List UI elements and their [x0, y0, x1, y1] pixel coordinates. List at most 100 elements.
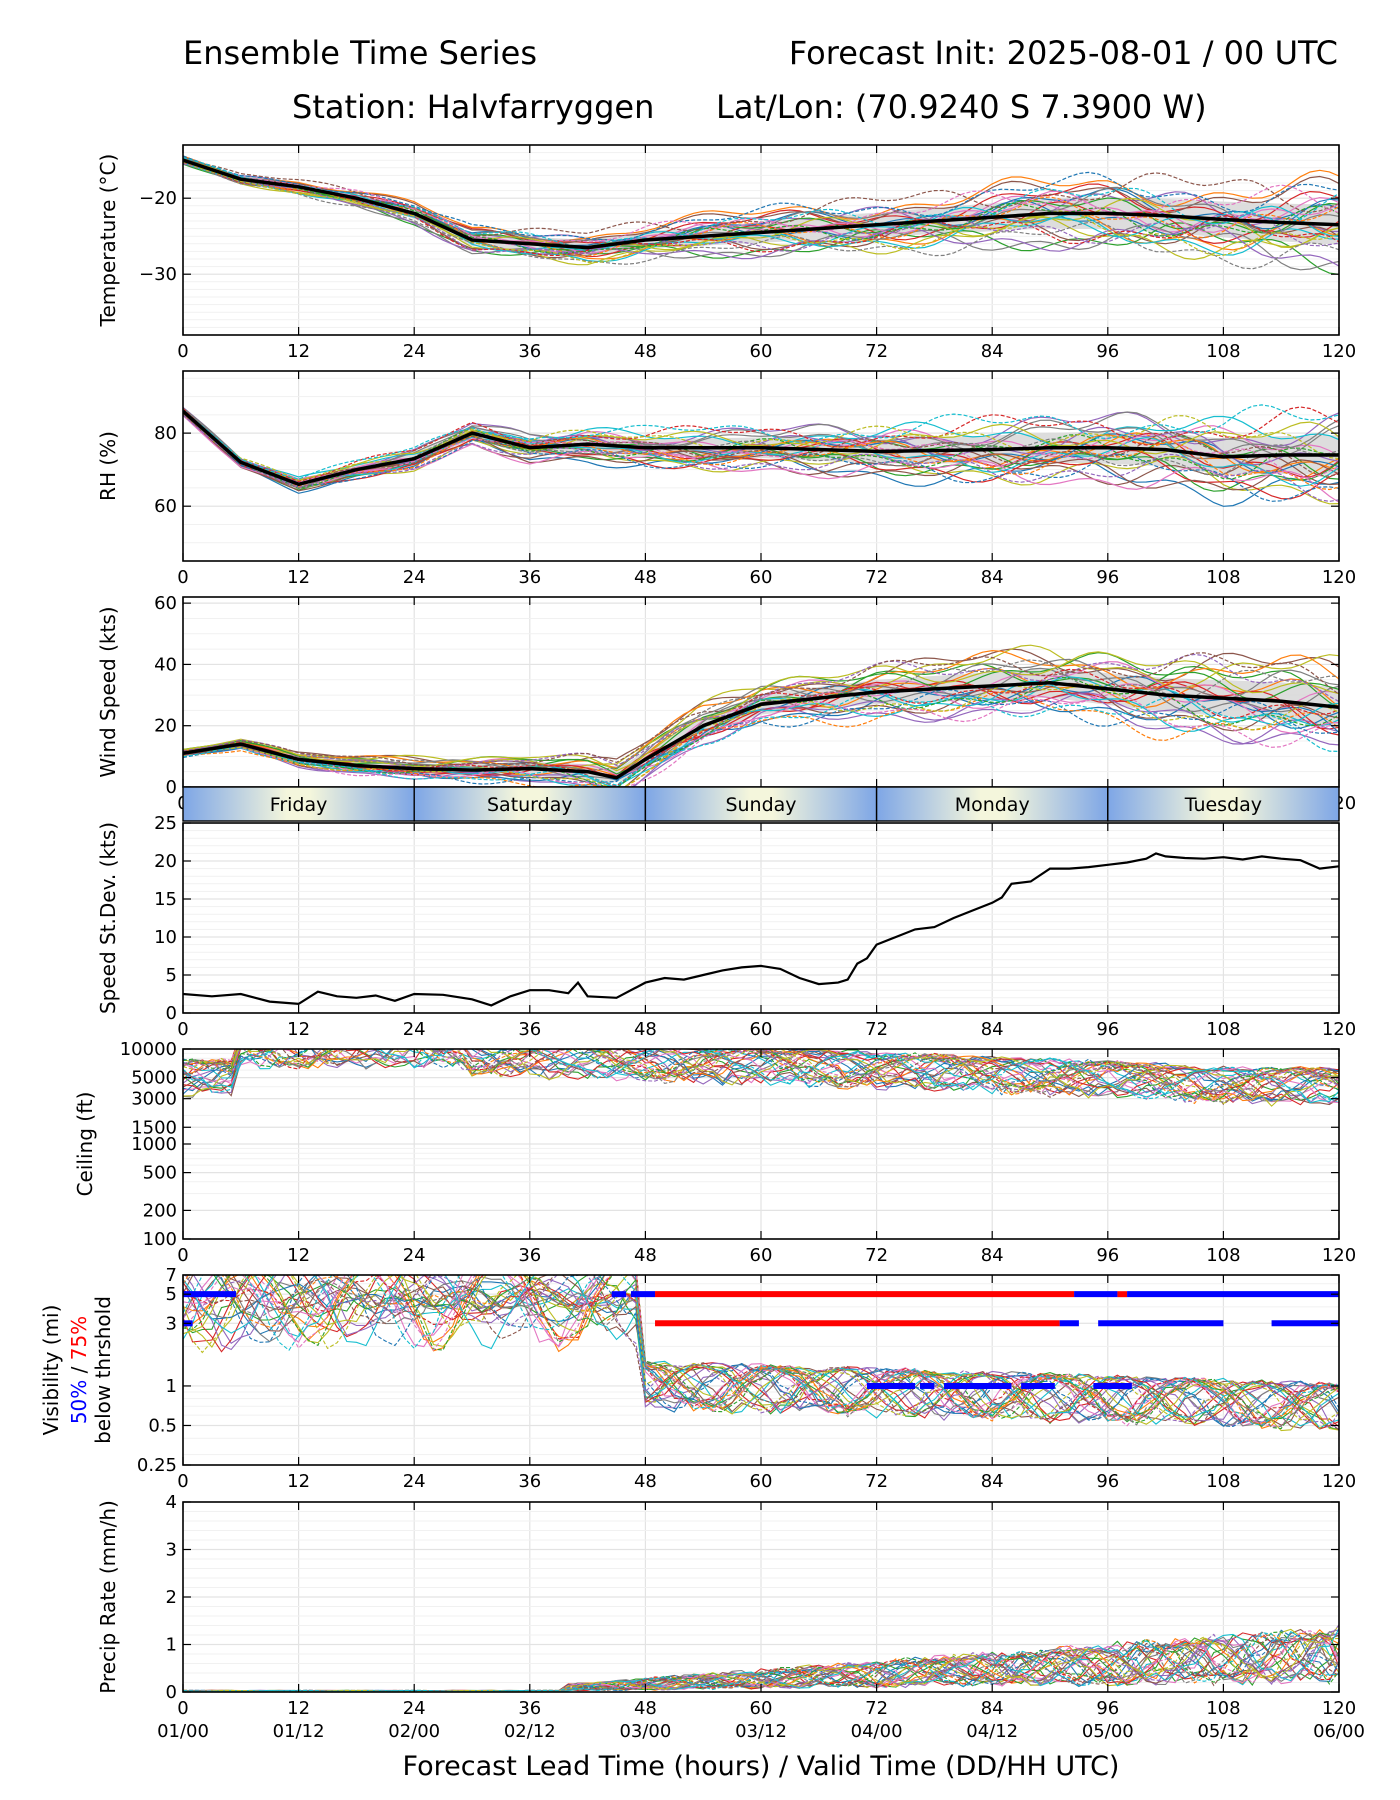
ensemble-member-line	[183, 1275, 1339, 1432]
speed-stdev-panel: 0 12 24 36 48 60 72 84 96 108 120 0 5 10 15 20 25 Speed S…	[96, 813, 1356, 1040]
valid-time-label: 03/00	[619, 1721, 671, 1742]
visibility-ylabel-line3: below thrshold	[91, 1296, 115, 1444]
ensemble-member-line	[213, 1275, 1339, 1427]
x-tick-label: 48	[634, 567, 657, 588]
pct-separator: /	[67, 1360, 91, 1379]
ensemble-member-line	[183, 1049, 1339, 1102]
x-tick-label: 48	[634, 1471, 657, 1492]
ensemble-member-line	[183, 1275, 1339, 1426]
ensemble-member-line	[183, 1275, 1339, 1431]
valid-time-label: 05/12	[1197, 1721, 1249, 1742]
y-axis-label: RH (%)	[96, 431, 120, 501]
ensemble-member-line	[183, 1275, 1339, 1424]
day-label: Friday	[270, 794, 328, 816]
forecast-init-title: Forecast Init: 2025-08-01 / 00 UTC	[788, 34, 1338, 72]
y-axis-label: Speed St.Dev. (kts)	[96, 822, 120, 1014]
x-tick-label: 0	[177, 1019, 188, 1040]
ensemble-member-line	[183, 659, 1339, 773]
ensemble-member-line	[183, 1275, 1339, 1424]
ensemble-member-line	[183, 1049, 1339, 1099]
y-tick-label: 4	[166, 1492, 177, 1513]
ensemble-member-line	[183, 644, 1339, 769]
y-tick-label: 1500	[131, 1117, 177, 1138]
ensemble-spread-band	[183, 667, 1339, 784]
pct50-label: 50%	[67, 1380, 91, 1424]
day-cell	[644, 786, 878, 822]
day-label: Monday	[955, 794, 1030, 816]
x-tick-label: 96	[1096, 341, 1119, 362]
x-tick-label: 72	[865, 341, 888, 362]
x-tick-label: 12	[287, 341, 310, 362]
y-tick-label: 10000	[120, 1039, 177, 1060]
y-tick-label: 1	[166, 1635, 177, 1656]
ensemble-member-line	[183, 1049, 1339, 1102]
x-tick-label: 24	[403, 1019, 426, 1040]
ensemble-member-line	[183, 411, 1339, 484]
y-tick-label: 20	[154, 716, 177, 737]
y-tick-label: 1000	[131, 1134, 177, 1155]
y-tick-label: 15	[154, 889, 177, 910]
y-tick-label: 0	[166, 1003, 177, 1024]
ensemble-member-line	[183, 155, 1339, 242]
ensemble-member-line	[183, 160, 1339, 270]
wind-speed-panel: 012243648607284961081200204060Wind Speed…	[96, 593, 1356, 814]
x-tick-label: 120	[1322, 1698, 1356, 1719]
y-tick-label: 200	[143, 1200, 177, 1221]
x-tick-label: 60	[750, 341, 773, 362]
ensemble-member-line	[183, 680, 1339, 787]
x-tick-label: 84	[981, 341, 1004, 362]
x-tick-label: 120	[1322, 567, 1356, 588]
ensemble-member-line	[183, 1275, 1339, 1427]
day-cell	[1107, 786, 1340, 822]
ensemble-member-line	[183, 156, 1339, 245]
x-tick-label: 48	[634, 1245, 657, 1266]
ensemble-member-line	[183, 162, 1339, 254]
ensemble-member-line	[183, 1275, 1339, 1430]
ensemble-member-line	[183, 1275, 1339, 1428]
ceiling-panel: 0 12 24 36 48 60 72 84 96 108 120 100 200 500 10001500…	[73, 1039, 1356, 1266]
ensemble-member-line	[183, 1049, 1339, 1105]
x-tick-label: 108	[1206, 1019, 1240, 1040]
ensemble-member-line	[183, 404, 1339, 480]
valid-time-label: 01/12	[273, 1721, 325, 1742]
x-tick-label: 12	[287, 1471, 310, 1492]
x-tick-label: 84	[981, 567, 1004, 588]
x-tick-label: 12	[287, 1245, 310, 1266]
y-tick-label: 5000	[131, 1068, 177, 1089]
ensemble-member-line	[183, 156, 1339, 245]
ensemble-member-line	[183, 1275, 1339, 1427]
x-tick-label: 84	[981, 1019, 1004, 1040]
ensemble-member-line	[183, 406, 1339, 483]
y-axis-label: Precip Rate (mm/h)	[96, 1500, 120, 1694]
ensemble-member-line	[183, 652, 1339, 775]
valid-time-label: 05/00	[1082, 1721, 1134, 1742]
x-tick-label: 108	[1206, 1698, 1240, 1719]
x-tick-label: 96	[1096, 567, 1119, 588]
y-tick-label: 3	[166, 1313, 177, 1334]
wind-speed-plot-area	[183, 644, 1339, 787]
temperature-plot-area	[183, 155, 1339, 275]
y-tick-label: 7	[166, 1265, 177, 1286]
y-tick-label: 20	[154, 851, 177, 872]
y-tick-label: 3	[166, 1540, 177, 1561]
rh-panel: 0 12 24 36 48 60 72 84 96 108 120 60 80 RH (%)	[96, 370, 1356, 588]
visibility-plot-area	[183, 1275, 1339, 1432]
station-name: Station: Halvfarryggen	[292, 88, 655, 126]
ensemble-member-line	[183, 1275, 1339, 1429]
ensemble-member-line	[183, 690, 1339, 787]
ensemble-member-line	[184, 1275, 1339, 1430]
x-tick-label: 60	[750, 1019, 773, 1040]
ensemble-member-line	[183, 692, 1339, 786]
y-tick-label: −30	[139, 264, 177, 285]
x-tick-label: 36	[518, 341, 541, 362]
y-tick-label: 0	[166, 1682, 177, 1703]
x-tick-label: 24	[403, 1698, 426, 1719]
x-tick-label: 96	[1096, 1245, 1119, 1266]
ensemble-member-line	[183, 692, 1339, 787]
y-tick-label: 3000	[131, 1089, 177, 1110]
valid-time-label: 01/00	[157, 1721, 209, 1742]
visibility-panel: 0 12 24 36 48 60 72 84 96 108 120 0.25 0.5 1 3 57	[137, 1265, 1356, 1492]
x-tick-label: 36	[518, 1698, 541, 1719]
